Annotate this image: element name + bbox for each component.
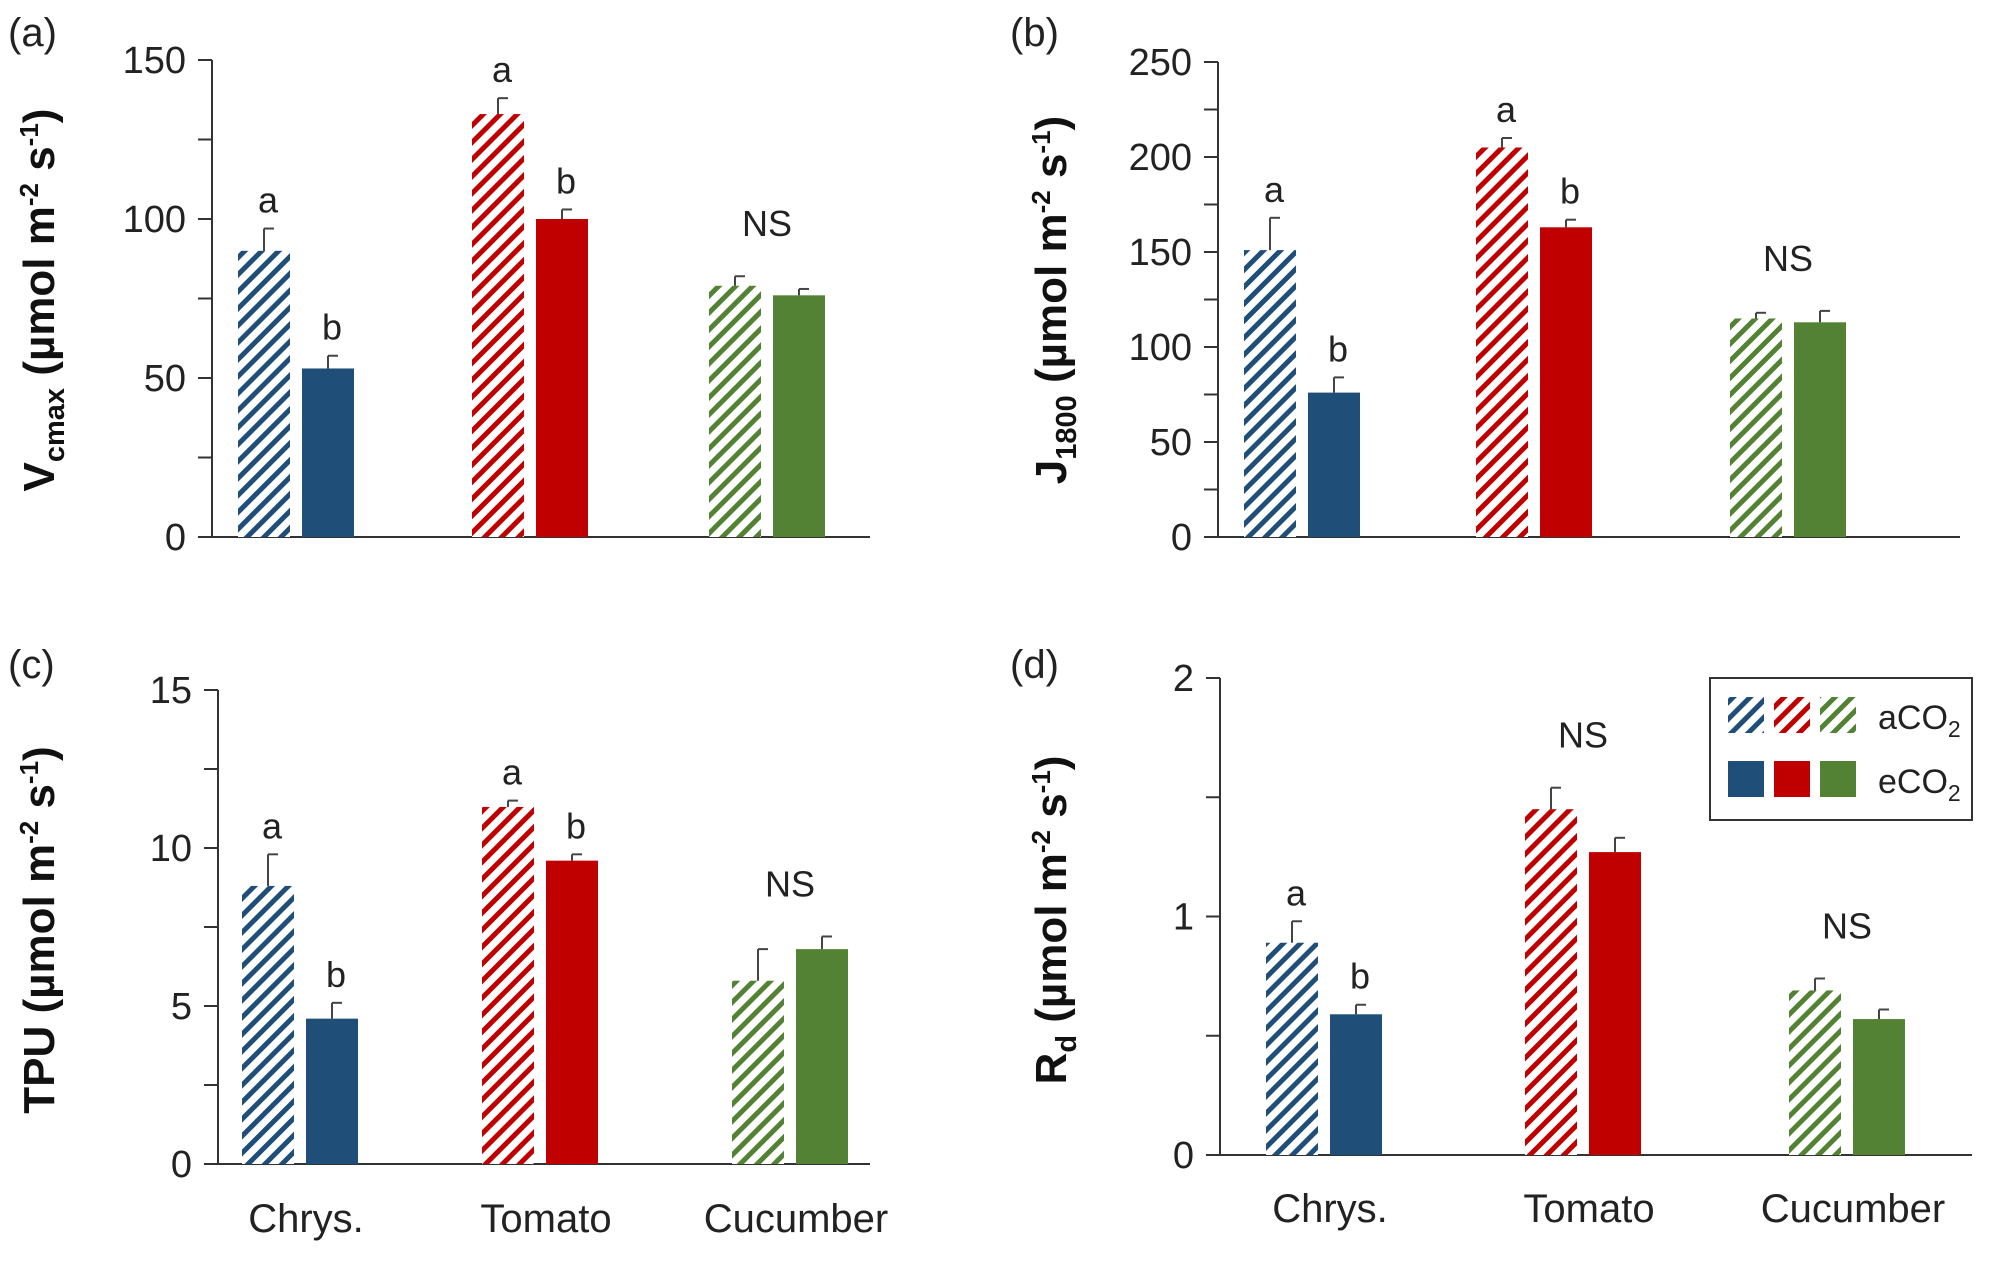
legend: aCO2 eCO2	[1709, 677, 1973, 821]
bar-aco2-chrys	[242, 885, 294, 1164]
bar-aco2-chrys	[1266, 942, 1318, 1155]
bar-aco2-tomato	[482, 806, 534, 1164]
bar-eco2-chrys	[302, 368, 354, 537]
y-axis-label: J1800 (µmol m-2 s-1)	[1026, 116, 1083, 484]
significance-label: a	[502, 752, 523, 793]
bar-eco2-cucumber	[773, 295, 825, 537]
panel-b: (b) 0 50 100 150 200 250 J1800 (µmol m-2 s-1) a b…	[1010, 11, 1960, 559]
legend-swatch-chrys	[1728, 697, 1764, 733]
significance-label: b	[1350, 956, 1370, 997]
y-tick-label: 250	[1129, 42, 1192, 84]
significance-label: b	[322, 307, 342, 348]
significance-label: b	[1328, 328, 1348, 369]
x-category-label: Tomato	[1523, 1187, 1654, 1231]
significance-label: NS	[1558, 715, 1608, 756]
bar-aco2-tomato	[1476, 147, 1528, 537]
y-tick-label: 200	[1129, 137, 1192, 179]
x-category-label: Cucumber	[704, 1197, 889, 1241]
bar-eco2-tomato	[536, 219, 588, 537]
bar-aco2-tomato	[472, 114, 524, 537]
y-tick-label: 5	[171, 986, 192, 1028]
bar-aco2-cucumber	[1789, 990, 1841, 1155]
panel-d: (d) 0 1 2 Rd (µmol m-2 s-1) a b Chrys. NS Tomato N…	[1010, 643, 1972, 1231]
significance-label: a	[1496, 89, 1517, 130]
y-tick-label: 15	[150, 670, 192, 712]
y-tick-label: 0	[1173, 1135, 1194, 1177]
panel-c: (c) 0 5 10 15 TPU (µmol m-2 s-1) a b Chrys. a b Tom…	[8, 643, 888, 1241]
significance-label: b	[566, 805, 586, 846]
significance-label: b	[556, 160, 576, 201]
significance-label: NS	[1822, 906, 1872, 947]
x-category-label: Cucumber	[1761, 1187, 1946, 1231]
significance-label: b	[326, 954, 346, 995]
panel-a: (a) 0 50 100 150 Vcmax (µmol m-2 s-1) a b a b NS	[8, 11, 870, 559]
significance-label: NS	[765, 863, 815, 904]
bar-aco2-cucumber	[732, 980, 784, 1164]
panel-label: (b)	[1010, 11, 1059, 55]
bar-aco2-tomato	[1525, 809, 1577, 1155]
y-tick-label: 150	[123, 40, 186, 82]
significance-label: NS	[1763, 238, 1813, 279]
y-tick-label: 2	[1173, 658, 1194, 700]
bar-eco2-cucumber	[796, 949, 848, 1164]
legend-swatch-cucumber	[1820, 761, 1856, 797]
y-tick-label: 0	[1171, 517, 1192, 559]
y-axis-label: Rd (µmol m-2 s-1)	[1026, 756, 1083, 1085]
bar-eco2-cucumber	[1794, 322, 1846, 537]
bar-eco2-chrys	[306, 1018, 358, 1164]
y-tick-label: 1	[1173, 897, 1194, 939]
significance-label: a	[492, 49, 513, 90]
legend-swatch-cucumber	[1820, 697, 1856, 733]
significance-label: b	[1560, 171, 1580, 212]
y-tick-label: 100	[1129, 327, 1192, 369]
bar-aco2-cucumber	[1730, 318, 1782, 537]
bar-aco2-chrys	[238, 250, 290, 538]
y-tick-label: 50	[1150, 422, 1192, 464]
legend-label: eCO2	[1878, 763, 1961, 806]
significance-label: a	[1286, 872, 1307, 913]
significance-label: NS	[742, 203, 792, 244]
bar-eco2-chrys	[1330, 1014, 1382, 1155]
legend-swatch-tomato	[1774, 697, 1810, 733]
x-category-label: Chrys.	[1272, 1187, 1388, 1231]
bar-eco2-tomato	[546, 860, 598, 1164]
y-tick-label: 10	[150, 828, 192, 870]
bar-aco2-chrys	[1244, 250, 1296, 537]
y-tick-label: 0	[171, 1144, 192, 1186]
y-axis-label: Vcmax (µmol m-2 s-1)	[14, 109, 71, 492]
significance-label: a	[1264, 169, 1285, 210]
legend-swatch-tomato	[1774, 761, 1810, 797]
bar-eco2-cucumber	[1853, 1019, 1905, 1155]
y-tick-label: 100	[123, 199, 186, 241]
bar-eco2-tomato	[1589, 852, 1641, 1155]
bar-aco2-cucumber	[709, 285, 761, 537]
y-axis-label: TPU (µmol m-2 s-1)	[14, 746, 64, 1113]
bar-eco2-chrys	[1308, 392, 1360, 537]
y-tick-label: 0	[165, 517, 186, 559]
y-tick-label: 150	[1129, 232, 1192, 274]
significance-label: a	[258, 180, 279, 221]
panel-label: (d)	[1010, 643, 1059, 687]
panel-label: (c)	[8, 643, 55, 687]
legend-swatch-chrys	[1728, 761, 1764, 797]
x-category-label: Chrys.	[248, 1197, 364, 1241]
y-tick-label: 50	[144, 358, 186, 400]
legend-label: aCO2	[1878, 699, 1961, 742]
x-category-label: Tomato	[480, 1197, 611, 1241]
bar-eco2-tomato	[1540, 227, 1592, 538]
panel-label: (a)	[8, 11, 57, 55]
significance-label: a	[262, 805, 283, 846]
